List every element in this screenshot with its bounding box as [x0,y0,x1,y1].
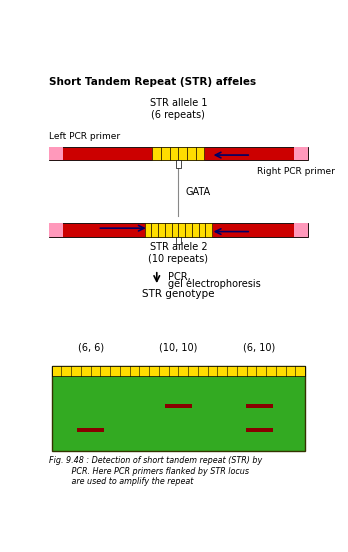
Bar [199,223,205,237]
Bar [178,223,185,237]
Text: are used to amplify the repeat: are used to amplify the repeat [49,477,193,486]
Bar [185,223,192,237]
Bar [196,147,204,160]
Text: Right PCR primer: Right PCR primer [256,167,334,176]
Text: PCR. Here PCR primers flanked by STR locus: PCR. Here PCR primers flanked by STR loc… [49,466,249,476]
Text: (10, 10): (10, 10) [159,342,198,352]
Bar [172,223,178,237]
Bar [152,147,161,160]
Bar [246,428,273,432]
Bar [151,223,158,237]
Bar [52,366,305,451]
Bar [294,223,308,237]
Bar [165,404,192,408]
Text: Left PCR primer: Left PCR primer [49,132,120,141]
Bar [49,147,63,160]
Bar [52,366,305,376]
Bar [165,223,172,237]
Text: PCR,: PCR, [168,272,190,282]
Bar [187,147,196,160]
Bar [176,237,181,244]
Bar [294,147,308,160]
Bar [145,223,151,237]
Text: (6, 6): (6, 6) [78,342,104,352]
Bar [49,223,308,237]
Bar [205,223,212,237]
Bar [77,428,104,432]
Bar [192,223,199,237]
Text: Fig. 9.48 : Detection of short tandem repeat (STR) by: Fig. 9.48 : Detection of short tandem re… [49,456,262,465]
Bar [161,147,170,160]
Text: GATA: GATA [185,187,210,197]
Bar [170,147,178,160]
Text: (6, 10): (6, 10) [243,342,275,352]
Bar [178,147,187,160]
Bar [49,147,308,160]
Text: Short Tandem Repeat (STR) affeles: Short Tandem Repeat (STR) affeles [49,77,256,87]
Bar [158,223,165,237]
Text: gel electrophoresis: gel electrophoresis [168,279,260,289]
Bar [176,160,181,168]
Bar [49,223,63,237]
Text: STR allele 2
(10 repeats): STR allele 2 (10 repeats) [148,242,208,264]
Text: STR genotype: STR genotype [142,289,215,299]
Text: STR allele 1
(6 repeats): STR allele 1 (6 repeats) [150,98,207,120]
Bar [246,404,273,408]
